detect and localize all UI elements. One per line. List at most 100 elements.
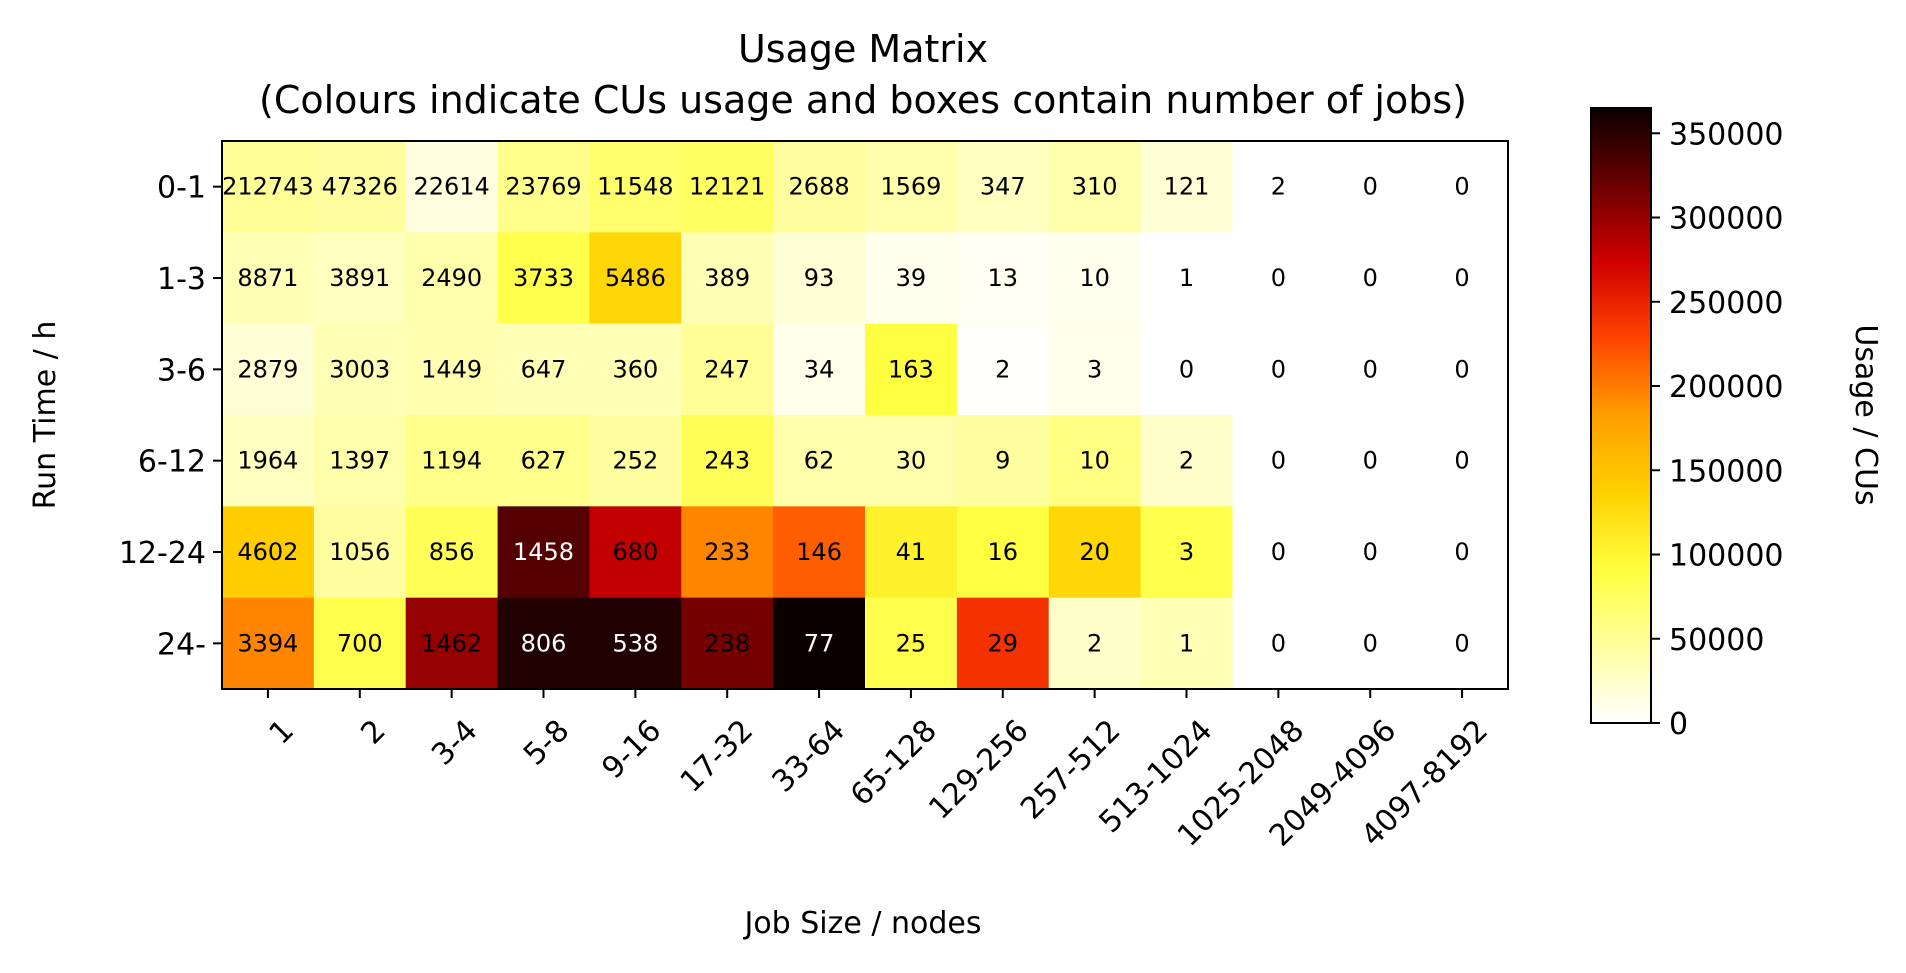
heatmap-cell <box>313 141 407 233</box>
heatmap-cell <box>773 323 866 416</box>
cell-job-count: 3 <box>1179 538 1194 566</box>
cell-job-count: 77 <box>804 629 835 657</box>
heatmap-cell <box>222 232 315 325</box>
cell-job-count: 233 <box>704 538 750 566</box>
heatmap-cell <box>1048 141 1142 233</box>
heatmap-cell <box>865 415 958 507</box>
x-tick-label: 5-8 <box>517 713 576 772</box>
heatmap-cell <box>1416 323 1509 416</box>
cell-job-count: 39 <box>896 264 927 292</box>
cell-job-count: 647 <box>521 355 567 383</box>
heatmap-cell <box>956 597 1050 690</box>
cell-job-count: 47326 <box>322 173 398 201</box>
cell-job-count: 2879 <box>237 355 298 383</box>
heatmap-cell <box>1048 597 1142 690</box>
heatmap-cell <box>1048 415 1142 507</box>
heatmap-cell <box>865 506 958 599</box>
y-axis-ticks: 0-1 1-3 3-6 6-12 12-24 24- <box>119 171 222 662</box>
cell-job-count: 1 <box>1179 264 1194 292</box>
heatmap-cell <box>589 597 682 690</box>
heatmap-cell <box>773 415 866 507</box>
cell-job-count: 30 <box>896 447 927 475</box>
heatmap-cell <box>405 323 499 416</box>
cell-job-count: 247 <box>704 355 750 383</box>
heatmap-cell <box>589 506 682 599</box>
heatmap-cell <box>313 506 407 599</box>
y-tick-label: 6-12 <box>138 445 206 480</box>
cell-job-count: 1569 <box>880 173 941 201</box>
cell-job-count: 538 <box>612 629 658 657</box>
colorbar-ticks: 0 50000 100000 150000 200000 250000 300000 3500… <box>1651 117 1784 742</box>
cell-job-count: 11548 <box>597 173 673 201</box>
cell-job-count: 2 <box>995 355 1010 383</box>
heatmap-cell <box>313 232 407 325</box>
cell-job-count: 163 <box>888 355 934 383</box>
x-tick-label: 33-64 <box>766 713 852 799</box>
x-tick-label: 1 <box>263 713 301 751</box>
cell-job-count: 0 <box>1454 538 1469 566</box>
heatmap-cell <box>222 141 315 233</box>
heatmap-cell <box>313 415 407 507</box>
cell-job-count: 16 <box>988 538 1019 566</box>
cell-job-count: 3003 <box>329 355 390 383</box>
heatmap-cell <box>865 232 958 325</box>
cell-job-count: 1194 <box>421 447 482 475</box>
cell-job-count: 360 <box>612 355 658 383</box>
heatmap-cell <box>1232 506 1325 599</box>
y-tick-label: 12-24 <box>119 536 206 571</box>
cell-job-count: 1964 <box>237 447 298 475</box>
cell-job-count: 10 <box>1079 264 1110 292</box>
cell-job-count: 0 <box>1454 447 1469 475</box>
y-tick-label: 3-6 <box>157 353 206 388</box>
x-tick-label: 9-16 <box>595 713 668 786</box>
cell-job-count: 29 <box>988 629 1019 657</box>
cell-job-count: 0 <box>1454 173 1469 201</box>
cell-job-count: 13 <box>988 264 1019 292</box>
cell-job-count: 700 <box>337 629 383 657</box>
heatmap-cell <box>1232 415 1325 507</box>
cell-job-count: 2 <box>1271 173 1286 201</box>
x-tick-label: 2 <box>354 713 392 751</box>
cell-job-count: 41 <box>896 538 927 566</box>
y-tick-label: 1-3 <box>157 262 206 297</box>
cell-job-count: 22614 <box>413 173 489 201</box>
cell-job-count: 1 <box>1179 629 1194 657</box>
cell-job-count: 8871 <box>237 264 298 292</box>
cell-job-count: 23769 <box>505 173 581 201</box>
heatmap-cell <box>497 506 590 599</box>
cell-job-count: 0 <box>1271 447 1286 475</box>
heatmap-cell <box>773 141 866 233</box>
heatmap-cell <box>1140 415 1233 507</box>
cell-job-count: 0 <box>1271 629 1286 657</box>
y-tick-label: 0-1 <box>157 171 206 206</box>
colorbar-tick-label: 50000 <box>1669 623 1764 658</box>
cell-job-count: 1449 <box>421 355 482 383</box>
cell-job-count: 0 <box>1454 264 1469 292</box>
chart-title: Usage Matrix <box>738 27 988 71</box>
heatmap-cell <box>1140 323 1233 416</box>
heatmap-cell <box>773 597 866 690</box>
heatmap-cell <box>1048 232 1142 325</box>
cell-job-count: 0 <box>1363 629 1378 657</box>
cell-job-count: 62 <box>804 447 835 475</box>
cell-job-count: 9 <box>995 447 1010 475</box>
heatmap-cell <box>222 597 315 690</box>
heatmap-cell <box>497 141 590 233</box>
cell-job-count: 1056 <box>329 538 390 566</box>
cell-job-count: 3394 <box>237 629 298 657</box>
heatmap-cell <box>865 323 958 416</box>
x-tick-label: 3-4 <box>425 713 484 772</box>
heatmap-cell <box>589 141 682 233</box>
colorbar <box>1590 107 1652 724</box>
cell-job-count: 0 <box>1363 173 1378 201</box>
cell-job-count: 146 <box>796 538 842 566</box>
cell-job-count: 627 <box>521 447 567 475</box>
heatmap-cell <box>1140 232 1233 325</box>
heatmap-cell <box>222 415 315 507</box>
cell-job-count: 212743 <box>222 173 314 201</box>
heatmap-cell <box>1140 506 1233 599</box>
cell-job-count: 0 <box>1271 355 1286 383</box>
heatmap-cell <box>1232 323 1325 416</box>
heatmap-cell <box>865 597 958 690</box>
cell-job-count: 3 <box>1087 355 1102 383</box>
